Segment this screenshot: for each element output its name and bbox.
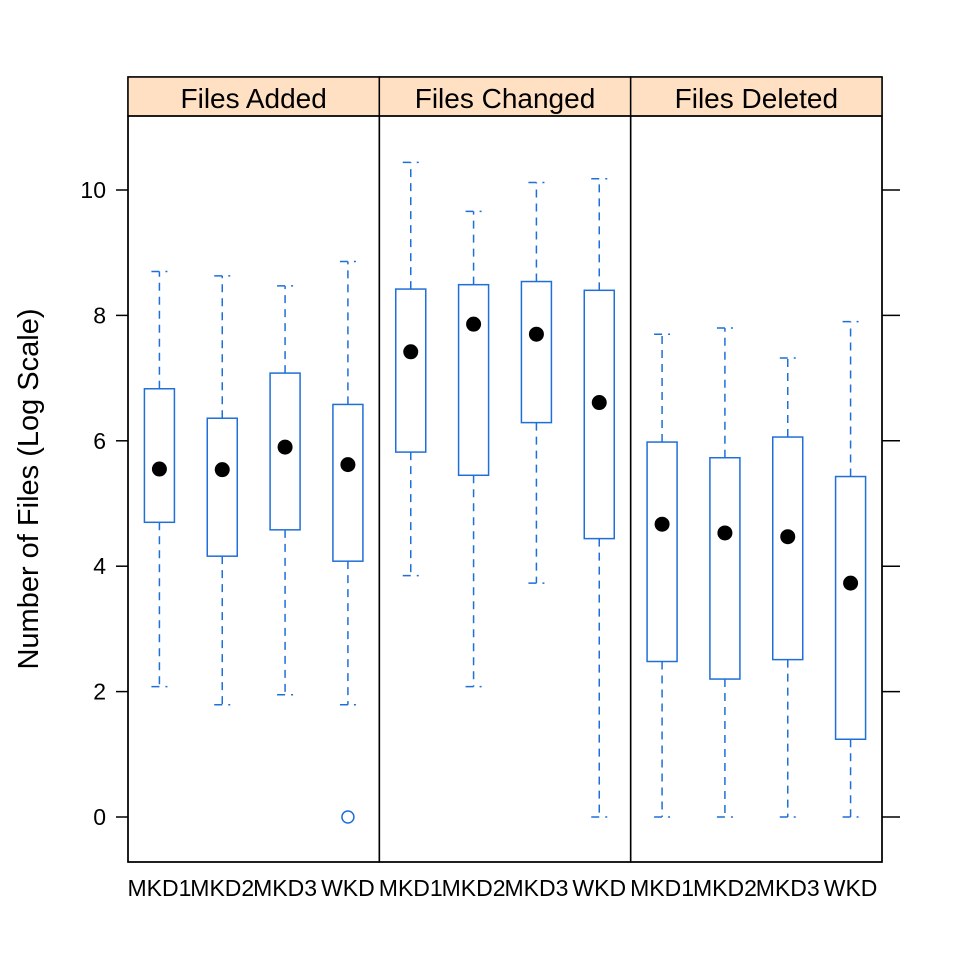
panel-title: Files Added — [181, 83, 327, 114]
outlier-point — [341, 810, 355, 824]
box-MKD1 — [143, 270, 176, 688]
x-tick-label: MKD3 — [504, 875, 568, 901]
box-WKD — [583, 177, 615, 818]
x-tick-label: MKD1 — [127, 875, 191, 901]
panel-border — [629, 115, 883, 863]
y-tick-label: 2 — [93, 679, 106, 705]
box-body — [395, 288, 427, 453]
box-MKD3 — [269, 285, 301, 696]
box-body — [834, 475, 867, 741]
box-MKD2 — [457, 210, 490, 688]
box-MKD3 — [520, 181, 553, 584]
median-dot — [340, 457, 356, 473]
x-tick-label: WKD — [572, 875, 626, 901]
y-tick-label: 0 — [93, 804, 106, 830]
y-tick-label: 4 — [93, 553, 106, 579]
box-body — [520, 280, 553, 424]
box-MKD2 — [709, 327, 741, 818]
panel-strip — [629, 76, 883, 117]
y-tick-label: 8 — [93, 302, 106, 328]
box-MKD1 — [395, 161, 427, 577]
y-tick-label: 6 — [93, 428, 106, 454]
median-dot — [843, 575, 859, 591]
median-dot — [717, 525, 733, 541]
median-dot — [466, 316, 482, 332]
median-dot — [528, 326, 544, 342]
median-dot — [780, 529, 796, 545]
box-body — [143, 388, 176, 524]
median-dot — [591, 395, 607, 411]
plot-frame — [127, 76, 883, 863]
x-tick-label: MKD1 — [630, 875, 694, 901]
median-dot — [277, 439, 293, 455]
x-tick-label: MKD3 — [253, 875, 317, 901]
y-tick-label: 10 — [80, 177, 106, 203]
median-dot — [214, 462, 230, 478]
median-dot — [654, 516, 670, 532]
box-body — [646, 441, 678, 663]
x-tick-label: MKD2 — [190, 875, 254, 901]
x-tick-label: WKD — [321, 875, 375, 901]
box-MKD1 — [646, 333, 678, 818]
x-tick-label: MKD2 — [693, 875, 757, 901]
median-dot — [403, 344, 419, 360]
box-body — [206, 417, 238, 557]
box-body — [709, 456, 741, 680]
box-WKD — [834, 320, 867, 818]
panel-title: Files Changed — [415, 83, 596, 114]
y-axis-label: Number of Files (Log Scale) — [13, 308, 45, 669]
median-dot — [151, 461, 167, 477]
box-body — [332, 403, 364, 562]
panel-title: Files Deleted — [675, 83, 838, 114]
x-tick-label: WKD — [824, 875, 878, 901]
box-body — [583, 289, 615, 540]
x-tick-label: MKD3 — [756, 875, 820, 901]
panel-strip — [127, 76, 381, 117]
box-MKD2 — [206, 275, 238, 706]
x-tick-label: MKD2 — [442, 875, 506, 901]
box-MKD3 — [772, 357, 804, 818]
box-body — [772, 436, 804, 661]
x-tick-label: MKD1 — [379, 875, 443, 901]
box-body — [457, 283, 490, 477]
box-WKD — [332, 260, 364, 824]
